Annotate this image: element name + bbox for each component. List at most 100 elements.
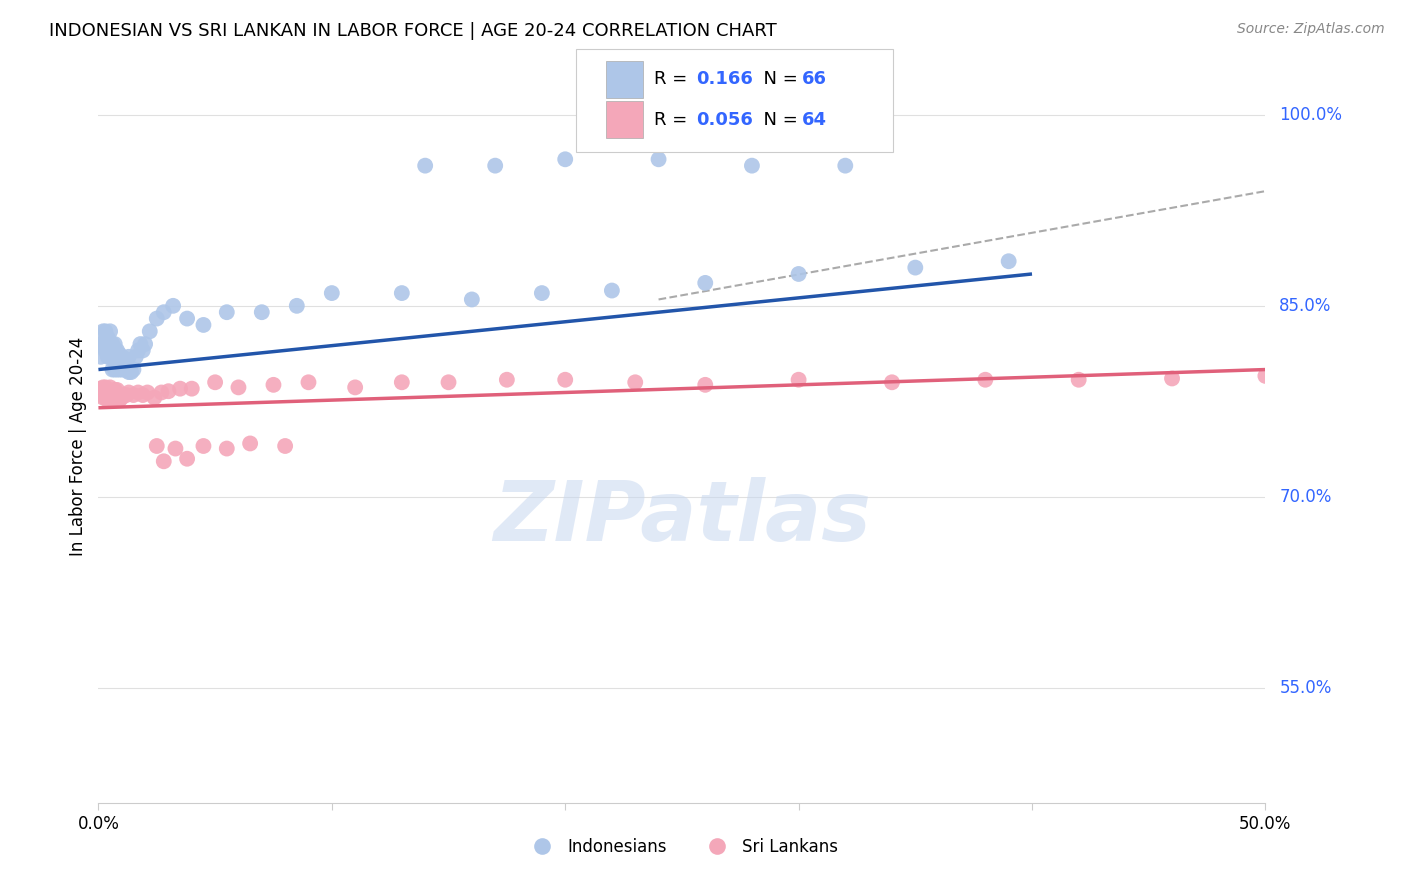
Point [787,267,810,281]
Text: N =: N = [752,111,804,128]
Point [997,254,1019,268]
Point [118,385,141,400]
Point [139,324,162,338]
Point [321,286,343,301]
Text: 0.166: 0.166 [696,70,752,88]
Point [169,382,191,396]
Point [165,442,187,456]
Point [647,153,669,167]
Point [115,352,138,367]
Point [215,442,238,456]
Point [193,439,215,453]
Point [91,385,114,400]
Point [105,391,128,405]
Point [97,388,120,402]
Point [108,362,131,376]
Point [150,385,173,400]
Point [105,352,128,367]
Point [695,377,717,392]
Point [90,388,112,402]
Point [115,388,138,402]
Point [136,385,159,400]
Text: R =: R = [654,111,693,128]
Point [741,159,763,173]
Point [193,318,215,332]
Point [108,356,131,370]
Text: N =: N = [752,70,804,88]
Point [101,362,124,376]
Point [90,350,112,364]
Point [285,299,308,313]
Point [105,343,128,358]
Point [118,365,141,379]
Point [129,337,152,351]
Point [97,383,120,397]
Point [461,293,484,307]
Point [112,388,135,402]
Point [94,380,117,394]
Point [600,284,623,298]
Point [120,365,142,379]
Point [91,337,114,351]
Point [115,362,138,376]
Text: 66: 66 [801,70,827,88]
Y-axis label: In Labor Force | Age 20-24: In Labor Force | Age 20-24 [69,336,87,556]
Text: ZIPatlas: ZIPatlas [494,477,870,558]
Point [104,337,127,351]
Point [484,159,506,173]
Point [262,377,284,392]
Point [97,393,120,408]
Point [101,385,124,400]
Point [239,436,262,450]
Point [94,391,117,405]
Point [108,393,131,408]
Point [554,153,576,167]
Point [98,337,121,351]
Point [204,376,226,390]
Point [176,311,198,326]
Point [530,286,553,301]
Point [101,350,124,364]
Point [118,350,141,364]
Point [437,376,460,390]
Text: 64: 64 [801,111,827,128]
Point [91,380,114,394]
Point [880,376,903,390]
Point [90,337,112,351]
Point [344,380,367,394]
Point [97,343,120,358]
Point [111,391,134,405]
Point [112,352,135,367]
Point [132,388,155,402]
Text: R =: R = [654,70,693,88]
Point [215,305,238,319]
Point [105,362,128,376]
Point [146,311,169,326]
Point [91,391,114,405]
Point [974,373,997,387]
Point [132,343,155,358]
Point [111,350,134,364]
Point [250,305,273,319]
Point [125,350,148,364]
Point [554,373,576,387]
Text: INDONESIAN VS SRI LANKAN IN LABOR FORCE | AGE 20-24 CORRELATION CHART: INDONESIAN VS SRI LANKAN IN LABOR FORCE … [49,22,778,40]
Point [274,439,297,453]
Point [228,380,250,394]
Point [104,362,127,376]
Point [104,391,127,405]
Point [94,337,117,351]
Point [904,260,927,275]
Point [176,451,198,466]
Point [624,376,647,390]
Point [98,385,121,400]
Point [1161,371,1184,385]
Point [143,391,166,405]
Point [134,337,156,351]
Point [413,159,436,173]
Point [98,380,121,394]
Text: Source: ZipAtlas.com: Source: ZipAtlas.com [1237,22,1385,37]
Point [97,350,120,364]
Point [98,391,121,405]
Point [94,385,117,400]
